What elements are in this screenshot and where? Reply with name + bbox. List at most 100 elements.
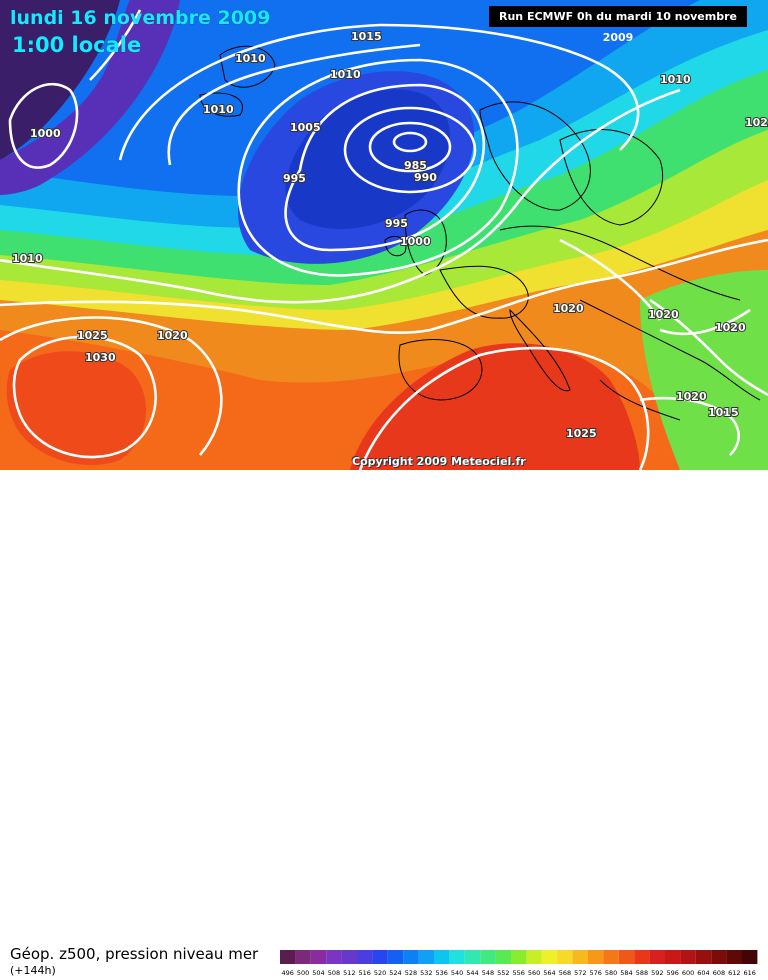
scale-swatch <box>541 950 558 964</box>
scale-swatch <box>449 950 465 964</box>
field-purple-nw <box>0 0 120 160</box>
scale-swatch <box>280 950 296 964</box>
forecast-lead-time: (+144h) <box>10 964 56 977</box>
scale-label: 592 <box>651 969 663 977</box>
scale-label: 544 <box>466 969 478 977</box>
field-band-redwest <box>6 351 147 466</box>
forecast-local-time: 1:00 locale <box>12 33 142 57</box>
copyright-notice: Copyright 2009 Meteociel.fr <box>352 455 526 468</box>
scale-swatch <box>480 950 496 964</box>
scale-swatch <box>418 950 434 964</box>
isobar-label: 1010 <box>330 68 361 81</box>
scale-label: 612 <box>728 969 740 977</box>
isobar-labels: 1015 1010 1010 1010 1005 1000 995 985 99… <box>11 29 768 441</box>
scale-label: 584 <box>620 969 632 977</box>
scale-label: 552 <box>497 969 509 977</box>
scale-swatch <box>326 950 342 964</box>
isobar-label: 1000 <box>400 235 431 248</box>
scale-swatch <box>310 950 327 964</box>
scale-swatch <box>387 950 404 964</box>
isobar-label: 1015 <box>708 406 739 419</box>
scale-label: 616 <box>743 969 755 977</box>
isobar-label: 1025 <box>77 329 108 342</box>
scale-label: 580 <box>605 969 617 977</box>
isobar-label: 1005 <box>290 121 321 134</box>
field-violet <box>0 0 180 195</box>
isobar-label: 1020 <box>648 308 679 321</box>
scale-swatch <box>680 950 696 964</box>
isobar-label: 995 <box>283 172 306 185</box>
scale-swatch <box>603 950 619 964</box>
scale-label: 540 <box>451 969 463 977</box>
scale-swatch <box>572 950 588 964</box>
scale-label: 508 <box>328 969 340 977</box>
scale-swatch <box>464 950 481 964</box>
scale-swatch <box>649 950 665 964</box>
isobar-label: 1015 <box>351 30 382 43</box>
scale-swatch <box>588 950 604 964</box>
scale-swatch <box>711 950 727 964</box>
scale-swatch <box>742 950 758 964</box>
scale-label: 516 <box>358 969 370 977</box>
isobar-label: 1010 <box>12 252 43 265</box>
isobar-label: 995 <box>385 217 408 230</box>
isobar-label: 990 <box>414 171 437 184</box>
scale-swatch <box>357 950 373 964</box>
scale-swatch <box>341 950 357 964</box>
isobar-label: 1025 <box>745 116 768 129</box>
scale-label: 600 <box>682 969 694 977</box>
scale-label: 556 <box>512 969 524 977</box>
scale-label: 564 <box>543 969 555 977</box>
scale-label: 560 <box>528 969 540 977</box>
scale-swatch <box>295 950 311 964</box>
isobar-label: 1030 <box>85 351 116 364</box>
isobar-label: 1020 <box>676 390 707 403</box>
scale-label: 608 <box>713 969 725 977</box>
isobar-label: 1020 <box>553 302 584 315</box>
scale-swatch <box>695 950 712 964</box>
scale-label: 532 <box>420 969 432 977</box>
scale-label: 548 <box>482 969 494 977</box>
scale-label: 568 <box>559 969 571 977</box>
scale-swatch <box>434 950 450 964</box>
scale-swatch <box>403 950 419 964</box>
scale-label: 604 <box>697 969 709 977</box>
scale-label: 588 <box>636 969 648 977</box>
scale-swatch <box>618 950 635 964</box>
isobar-label: 985 <box>404 159 427 172</box>
scale-label: 576 <box>589 969 601 977</box>
isobar-label: 1020 <box>157 329 188 342</box>
scale-label: 512 <box>343 969 355 977</box>
isobar-label: 1010 <box>203 103 234 116</box>
isobar-label: 1010 <box>660 73 691 86</box>
coastlines <box>199 45 761 421</box>
isobar-label: 1000 <box>30 127 61 140</box>
scale-label: 504 <box>312 969 324 977</box>
scale-label: 496 <box>281 969 293 977</box>
scale-swatch <box>511 950 527 964</box>
color-scale: 496 500 504 508 512 516 520 524 528 532 536 540 544 5… <box>280 950 758 977</box>
scale-label: 528 <box>405 969 417 977</box>
isobar-label: 1020 <box>715 321 746 334</box>
scale-swatch <box>495 950 511 964</box>
model-run-info: Run ECMWF 0h du mardi 10 novembre 2009 <box>489 6 747 44</box>
scale-swatch <box>726 950 742 964</box>
scale-swatch <box>634 950 650 964</box>
legend-footer: Géop. z500, pression niveau mer (+144h) … <box>0 470 768 977</box>
scale-swatch <box>372 950 388 964</box>
scale-label: 520 <box>374 969 386 977</box>
scale-swatch <box>665 950 681 964</box>
field-band-red <box>350 343 640 470</box>
scale-label: 500 <box>297 969 309 977</box>
isobar-label: 1025 <box>566 427 597 440</box>
scale-label: 596 <box>666 969 678 977</box>
isobars <box>0 9 768 470</box>
isobar-label: 1010 <box>235 52 266 65</box>
scale-swatch <box>557 950 573 964</box>
forecast-date: lundi 16 novembre 2009 <box>10 7 271 29</box>
forecast-map: 1015 1010 1010 1010 1005 1000 995 985 99… <box>0 0 768 470</box>
scale-label: 572 <box>574 969 586 977</box>
scale-swatch <box>526 950 542 964</box>
scale-label: 536 <box>435 969 447 977</box>
scale-label: 524 <box>389 969 401 977</box>
